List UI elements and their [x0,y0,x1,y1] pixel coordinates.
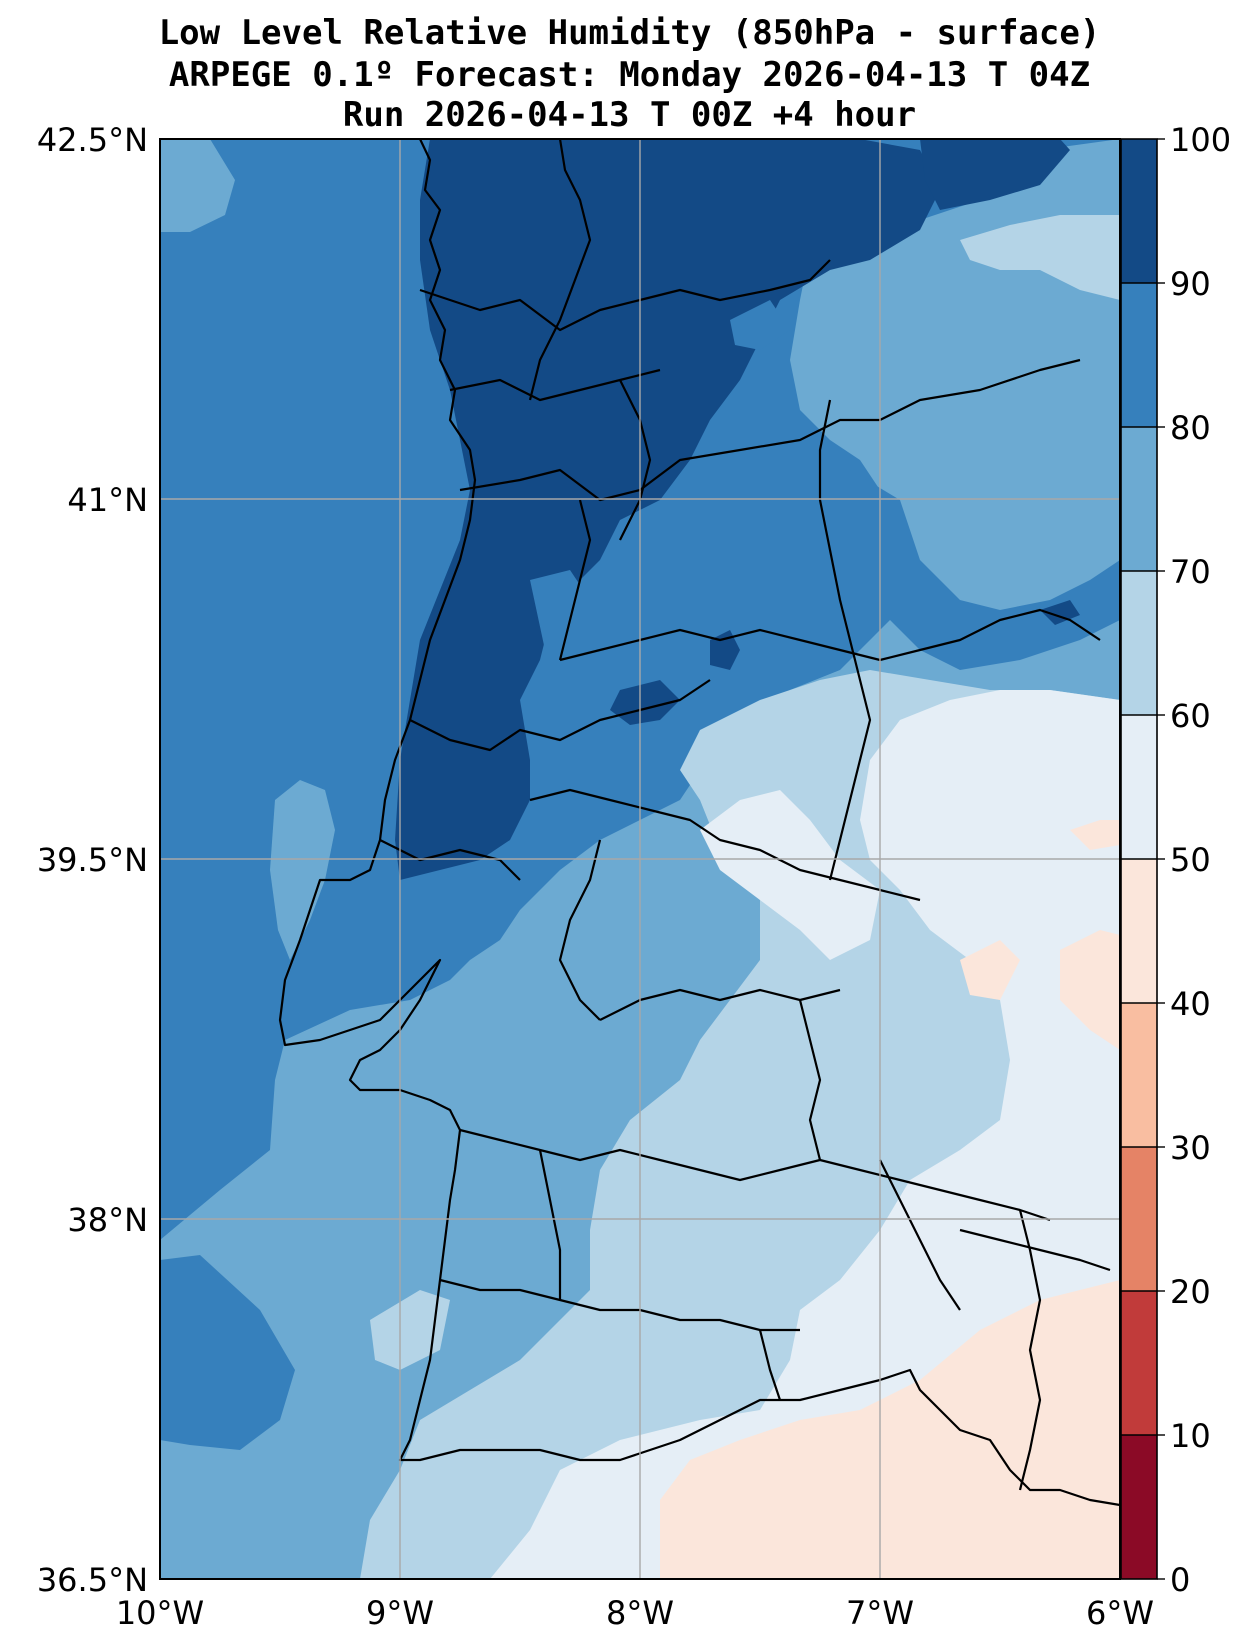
colorbar-segment-60-70 [1121,571,1157,715]
colorbar-label-50: 50 [1170,841,1211,879]
coastlines-borders [278,139,1120,1507]
colorbar-segment-40-50 [1121,859,1157,1003]
lon-label-6w: 6°W [1086,1594,1154,1632]
lat-label-36-5n: 36.5°N [37,1561,148,1599]
longitude-labels: 10°W 9°W 8°W 7°W 6°W [116,1594,1154,1632]
colorbar-segment-50-60 [1121,715,1157,859]
border-e [558,499,592,661]
rh-patch-40-50-east-b [1060,930,1120,1050]
rh-patch-90-100-ne [920,139,1070,210]
colorbar-label-60: 60 [1170,697,1211,735]
lon-label-7w: 7°W [846,1594,914,1632]
border-d [619,379,652,541]
border-m [459,1128,1051,1222]
rh-patch-50-60-east [700,790,880,960]
rh-band-90-100 [395,139,940,880]
colorbar-label-10: 10 [1170,1417,1211,1455]
border-b [449,368,661,402]
colorbar: 0 10 20 30 40 50 60 70 80 90 100 [1120,121,1231,1599]
border-p [538,1149,562,1300]
border-o [439,1278,800,1332]
border-q [758,1329,782,1401]
colorbar-label-80: 80 [1170,409,1211,447]
border-k [558,839,602,1021]
rh-patch-60-70-ne [960,215,1120,300]
colorbar-label-70: 70 [1170,553,1211,591]
lat-label-38n: 38°N [67,1201,148,1239]
title-line-1: Low Level Relative Humidity (850hPa - su… [158,13,1101,53]
lon-label-8w: 8°W [606,1594,674,1632]
rh-patch-80-90-interior-a [530,570,590,650]
border-r [1018,1209,1042,1491]
colorbar-label-90: 90 [1170,265,1211,303]
colorbar-label-0: 0 [1170,1561,1190,1599]
rh-patch-70-80-west [270,780,335,960]
colorbar-label-100: 100 [1170,121,1231,159]
border-n [798,999,822,1161]
lon-label-9w: 9°W [366,1594,434,1632]
colorbar-segment-10-20 [1121,1291,1157,1435]
border-g [409,679,711,752]
border-c [459,358,1081,502]
border-t [879,1159,961,1311]
map-frame [159,138,1121,1580]
colorbar-labels: 0 10 20 30 40 50 60 70 80 90 100 [1170,121,1231,1599]
colorbar-label-30: 30 [1170,1129,1211,1167]
border-i [379,839,521,881]
colorbar-segment-20-30 [1121,1147,1157,1291]
latitude-labels: 42.5°N 41°N 39.5°N 38°N 36.5°N [37,121,148,1599]
border-s [959,1228,1111,1272]
colorbar-segment-70-80 [1121,427,1157,571]
border-h [529,788,921,902]
lat-label-42-5n: 42.5°N [37,121,148,159]
title-line-3: Run 2026-04-13 T 00Z +4 hour [342,95,917,135]
rh-patch-40-50-east-c [1070,820,1120,850]
rh-patch-80-90-ne [830,470,1120,670]
colorbar-segment-90-100 [1121,139,1157,283]
colorbar-ticks [1121,138,1165,1580]
rh-patch-80-90-interior-b [730,300,790,350]
coastline-path [278,139,1120,1507]
rh-patch-90-100-c [1040,600,1080,625]
rh-band-40-50 [660,1280,1120,1579]
title-line-2: ARPEGE 0.1º Forecast: Monday 2026-04-13 … [168,55,1091,95]
lon-label-10w: 10°W [116,1594,204,1632]
rh-patch-40-50-east-a [960,940,1020,1000]
spain-portugal-border-north [528,139,592,401]
border-f [559,608,1101,662]
rh-patch-80-90-sw [160,1255,295,1450]
rh-patch-70-80-nw [160,139,235,232]
colorbar-segment-80-90 [1121,283,1157,427]
lat-label-41n: 41°N [67,481,148,519]
lat-label-39-5n: 39.5°N [37,841,148,879]
rh-patch-60-70-sw [370,1290,450,1370]
border-j [818,399,872,881]
gridlines [160,139,1120,1579]
colorbar-label-40: 40 [1170,985,1211,1023]
colorbar-segment-30-40 [1121,1003,1157,1147]
colorbar-label-20: 20 [1170,1273,1211,1311]
colorbar-segment-0-10 [1121,1435,1157,1579]
